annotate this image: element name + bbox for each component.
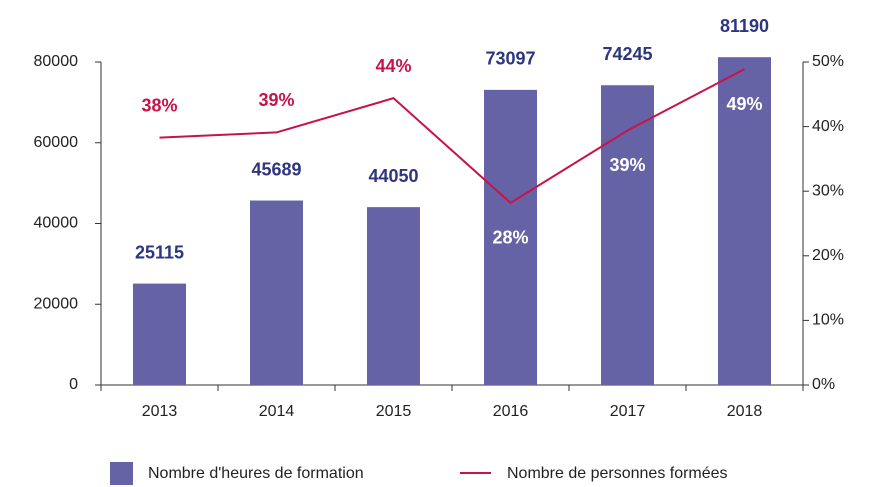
line-value-label: 38%	[141, 95, 177, 115]
x-tick-label: 2014	[259, 403, 295, 420]
line-value-label: 44%	[375, 56, 411, 76]
y-tick-label: 0	[69, 376, 78, 393]
bar	[484, 89, 537, 386]
y2-tick-label: 40%	[812, 118, 844, 135]
y-tick-label: 40000	[34, 215, 79, 232]
line-value-label: 39%	[258, 90, 294, 110]
y2-tick-label: 20%	[812, 247, 844, 264]
x-tick-label: 2017	[610, 403, 646, 420]
bar-value-label: 44050	[368, 166, 418, 186]
y2-tick-label: 0%	[812, 376, 835, 393]
x-tick-label: 2016	[493, 403, 529, 420]
line-value-label: 28%	[492, 228, 528, 248]
bar-value-label: 73097	[485, 49, 535, 69]
bar	[718, 57, 771, 385]
x-tick-label: 2015	[376, 403, 412, 420]
y2-tick-label: 50%	[812, 53, 844, 70]
bar-value-label: 45689	[251, 159, 301, 179]
x-tick-label: 2018	[727, 403, 763, 420]
line-value-label: 39%	[609, 155, 645, 175]
bar	[133, 283, 186, 385]
y-tick-label: 80000	[34, 53, 79, 70]
bar	[367, 207, 420, 385]
bar	[250, 200, 303, 385]
y-tick-label: 20000	[34, 295, 79, 312]
legend-label: Nombre d'heures de formation	[148, 465, 364, 482]
y2-tick-label: 30%	[812, 182, 844, 199]
bar-value-label: 74245	[602, 44, 652, 64]
y2-tick-label: 10%	[812, 312, 844, 329]
line	[159, 68, 745, 205]
bar	[601, 85, 654, 385]
y-tick-label: 60000	[34, 134, 79, 151]
legend-label: Nombre de personnes formées	[507, 465, 728, 482]
x-tick-label: 2013	[142, 403, 178, 420]
legend-swatch	[110, 462, 133, 485]
bar-value-label: 25115	[135, 242, 184, 262]
line-value-label: 49%	[726, 94, 762, 114]
bar-value-label: 81190	[720, 16, 769, 36]
